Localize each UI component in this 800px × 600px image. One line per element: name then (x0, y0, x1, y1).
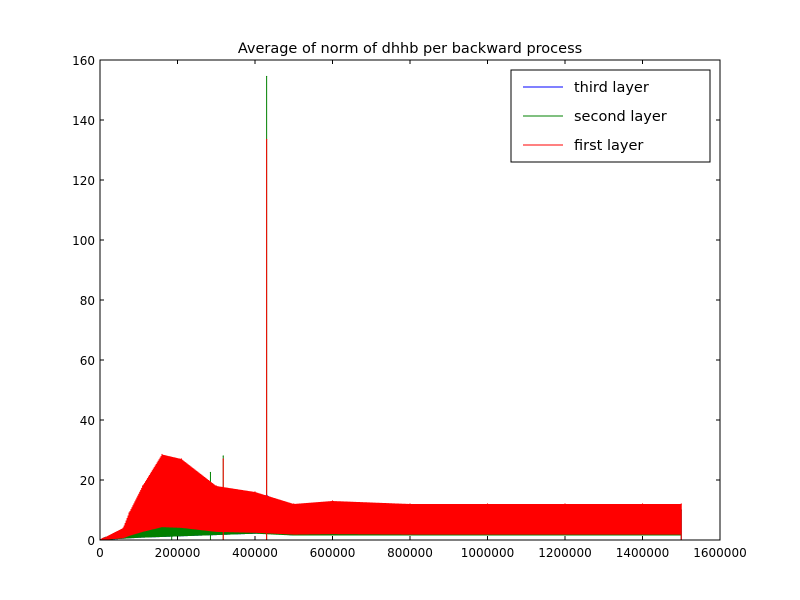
chart-title: Average of norm of dhhb per backward pro… (238, 41, 582, 57)
data-point-first-layer (128, 512, 130, 514)
x-tick-label: 1000000 (461, 546, 514, 560)
data-point-first-layer (293, 503, 295, 505)
data-point-first-layer (486, 503, 489, 505)
x-tick-label: 200000 (155, 546, 201, 560)
y-tick-label: 100 (72, 234, 95, 248)
data-point-first-layer (161, 453, 163, 456)
series-layer (100, 75, 682, 540)
data-point-first-layer (254, 491, 256, 493)
data-point-first-layer (331, 500, 334, 502)
x-tick-label: 400000 (232, 546, 278, 560)
ticks-layer: 0 200000 400000 600000 800000 1000000 1200000 1… (72, 54, 747, 560)
data-point-first-layer (680, 503, 682, 505)
x-tick-label: 1200000 (538, 546, 591, 560)
legend-label: first layer (574, 138, 643, 154)
legend-label: third layer (574, 80, 649, 96)
legend-label: second layer (574, 109, 667, 125)
y-tick-label: 120 (72, 174, 95, 188)
data-point-first-layer (564, 503, 566, 505)
y-tick-label: 40 (80, 414, 95, 428)
x-tick-label: 1600000 (693, 546, 746, 560)
data-point-first-layer (122, 527, 124, 529)
y-tick-label: 160 (72, 54, 95, 68)
y-tick-label: 140 (72, 114, 95, 128)
x-tick-label: 600000 (310, 546, 356, 560)
y-tick-label: 60 (80, 354, 95, 368)
y-tick-label: 20 (80, 474, 95, 488)
data-point-second-layer (266, 75, 268, 78)
data-point-first-layer (180, 458, 182, 460)
x-tick-label: 0 (96, 546, 104, 560)
data-point-first-layer (142, 485, 144, 487)
legend: third layer second layer first layer (510, 69, 711, 163)
data-point-second-layer (222, 455, 224, 457)
series-line-first-layer (100, 139, 682, 540)
data-point-first-layer (266, 138, 268, 141)
data-point-first-layer (409, 503, 411, 505)
data-point-first-layer (222, 458, 224, 460)
x-tick-label: 800000 (387, 546, 433, 560)
data-point-first-layer (215, 485, 217, 487)
y-tick-label: 80 (80, 294, 95, 308)
data-point-second-layer (209, 471, 212, 474)
y-tick-label: 0 (87, 534, 95, 548)
data-point-first-layer (641, 503, 644, 505)
x-tick-label: 1400000 (616, 546, 669, 560)
